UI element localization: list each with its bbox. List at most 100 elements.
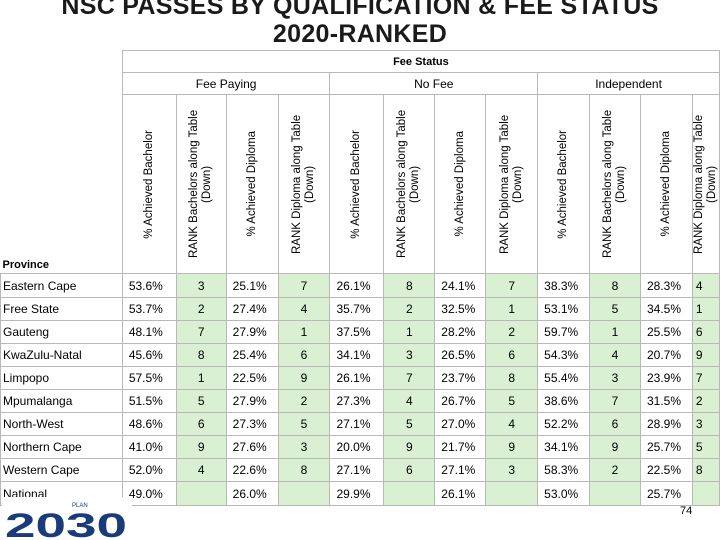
percent-cell: 51.5% xyxy=(121,389,177,413)
logo-text: 2030 xyxy=(5,507,127,540)
rank-cell: 5 xyxy=(691,435,720,459)
rank-cell: 8 xyxy=(175,343,227,367)
column-header: RANK Bachelors along Table (Down) xyxy=(589,94,641,274)
column-header-label: % Achieved Diploma xyxy=(453,131,466,237)
group-no-fee: No Fee xyxy=(329,72,539,95)
rank-cell: 4 xyxy=(175,458,227,482)
rank-cell: 1 xyxy=(589,320,641,344)
rank-cell: 9 xyxy=(175,435,227,459)
table-row: Eastern Cape 53.6% 3 25.1% 7 26.1% 8 24.1% 7 38.3… xyxy=(0,273,720,298)
rank-cell: 2 xyxy=(485,320,539,344)
province-name: Limpopo xyxy=(0,366,123,390)
percent-cell: 28.2% xyxy=(434,320,487,344)
percent-cell: 26.7% xyxy=(434,389,487,413)
percent-cell: 27.6% xyxy=(225,435,279,459)
percent-cell: 21.7% xyxy=(434,435,487,459)
percent-cell: 27.9% xyxy=(225,389,279,413)
rank-cell: 6 xyxy=(277,343,331,367)
rank-cell: 2 xyxy=(277,389,331,413)
percent-cell: 26.1% xyxy=(329,366,385,390)
rank-cell: 2 xyxy=(175,297,227,321)
rank-cell: 2 xyxy=(589,458,641,482)
percent-cell: 26.5% xyxy=(434,343,487,367)
column-header: % Achieved Diploma xyxy=(639,94,693,274)
column-header-label: RANK Bachelors along Table (Down) xyxy=(602,109,628,259)
percent-cell: 27.1% xyxy=(434,458,487,482)
percent-cell: 53.7% xyxy=(121,297,177,321)
percent-cell: 53.0% xyxy=(537,481,591,506)
column-header: % Achieved Diploma xyxy=(434,94,487,274)
rank-cell: 3 xyxy=(485,458,539,482)
percent-cell: 27.3% xyxy=(225,412,279,436)
percent-cell: 29.9% xyxy=(329,481,385,506)
rank-cell: 9 xyxy=(691,343,720,367)
province-name: Eastern Cape xyxy=(0,273,123,298)
rank-cell: 9 xyxy=(485,435,539,459)
rank-cell: 1 xyxy=(383,320,436,344)
column-header: RANK Bachelors along Table (Down) xyxy=(175,94,227,274)
rank-cell: 1 xyxy=(691,297,720,321)
percent-cell: 52.0% xyxy=(121,458,177,482)
column-header: RANK Diploma along Table (Down) xyxy=(691,94,720,274)
percent-cell: 48.6% xyxy=(121,412,177,436)
group-fee-paying: Fee Paying xyxy=(121,72,331,95)
rank-cell: 8 xyxy=(589,273,641,298)
percent-cell: 27.3% xyxy=(329,389,385,413)
percent-cell: 55.4% xyxy=(537,366,591,390)
percent-cell: 35.7% xyxy=(329,297,385,321)
rank-cell: 3 xyxy=(589,366,641,390)
percent-cell: 22.5% xyxy=(639,458,693,482)
rank-cell: 5 xyxy=(383,412,436,436)
province-header: Province xyxy=(0,50,123,274)
column-header: % Achieved Bachelor xyxy=(121,94,177,274)
rank-cell: 5 xyxy=(175,389,227,413)
rank-cell: 4 xyxy=(485,412,539,436)
percent-cell: 58.3% xyxy=(537,458,591,482)
rank-cell: 9 xyxy=(383,435,436,459)
rank-cell: 9 xyxy=(589,435,641,459)
column-header: RANK Bachelors along Table (Down) xyxy=(383,94,436,274)
logo-small-text: PLAN xyxy=(72,503,88,509)
province-name: Gauteng xyxy=(0,320,123,344)
percent-cell: 34.1% xyxy=(537,435,591,459)
title-line-1: NSC PASSES BY QUALIFICATION & FEE STATUS xyxy=(61,0,659,20)
percent-cell: 27.4% xyxy=(225,297,279,321)
rank-cell: 6 xyxy=(691,320,720,344)
percent-cell: 20.0% xyxy=(329,435,385,459)
percent-cell: 27.1% xyxy=(329,458,385,482)
rank-cell: 3 xyxy=(383,343,436,367)
percent-cell: 27.9% xyxy=(225,320,279,344)
rank-cell: 7 xyxy=(485,273,539,298)
fee-status-header: Fee Status xyxy=(121,50,720,73)
rank-cell: 3 xyxy=(277,435,331,459)
table-row: KwaZulu-Natal 45.6% 8 25.4% 6 34.1% 3 26.5% 6 54.… xyxy=(0,343,720,367)
column-header-label: RANK Diploma along Table (Down) xyxy=(692,114,718,254)
percent-cell: 45.6% xyxy=(121,343,177,367)
rank-cell: 7 xyxy=(175,320,227,344)
percent-cell: 34.5% xyxy=(639,297,693,321)
rank-cell: 3 xyxy=(691,412,720,436)
table-row: Western Cape 52.0% 4 22.6% 8 27.1% 6 27.1% 3 58.3… xyxy=(0,458,720,482)
percent-cell: 27.0% xyxy=(434,412,487,436)
percent-cell: 27.1% xyxy=(329,412,385,436)
table-row: Mpumalanga 51.5% 5 27.9% 2 27.3% 4 26.7% 5 38.6% 7… xyxy=(0,389,720,413)
page-number: 74 xyxy=(680,505,693,517)
rank-cell: 4 xyxy=(383,389,436,413)
table-row: Gauteng 48.1% 7 27.9% 1 37.5% 1 28.2% 2 59.7% 1 25.… xyxy=(0,320,720,344)
rank-cell xyxy=(589,481,641,506)
percent-cell: 25.7% xyxy=(639,435,693,459)
rank-cell: 5 xyxy=(485,389,539,413)
rank-cell: 6 xyxy=(589,412,641,436)
rank-cell: 5 xyxy=(277,412,331,436)
province-name: North-West xyxy=(0,412,123,436)
column-header-label: % Achieved Diploma xyxy=(245,131,258,237)
table-row: North-West 48.6% 6 27.3% 5 27.1% 5 27.0% 4 52.2% 6… xyxy=(0,412,720,436)
rank-cell xyxy=(485,481,539,506)
percent-cell: 23.7% xyxy=(434,366,487,390)
column-header: % Achieved Bachelor xyxy=(537,94,591,274)
group-independent: Independent xyxy=(537,72,720,95)
rank-cell: 7 xyxy=(383,366,436,390)
title-line-2: 2020-RANKED xyxy=(272,20,448,48)
page-title: NSC PASSES BY QUALIFICATION & FEE STATUS… xyxy=(0,0,720,48)
percent-cell: 41.0% xyxy=(121,435,177,459)
